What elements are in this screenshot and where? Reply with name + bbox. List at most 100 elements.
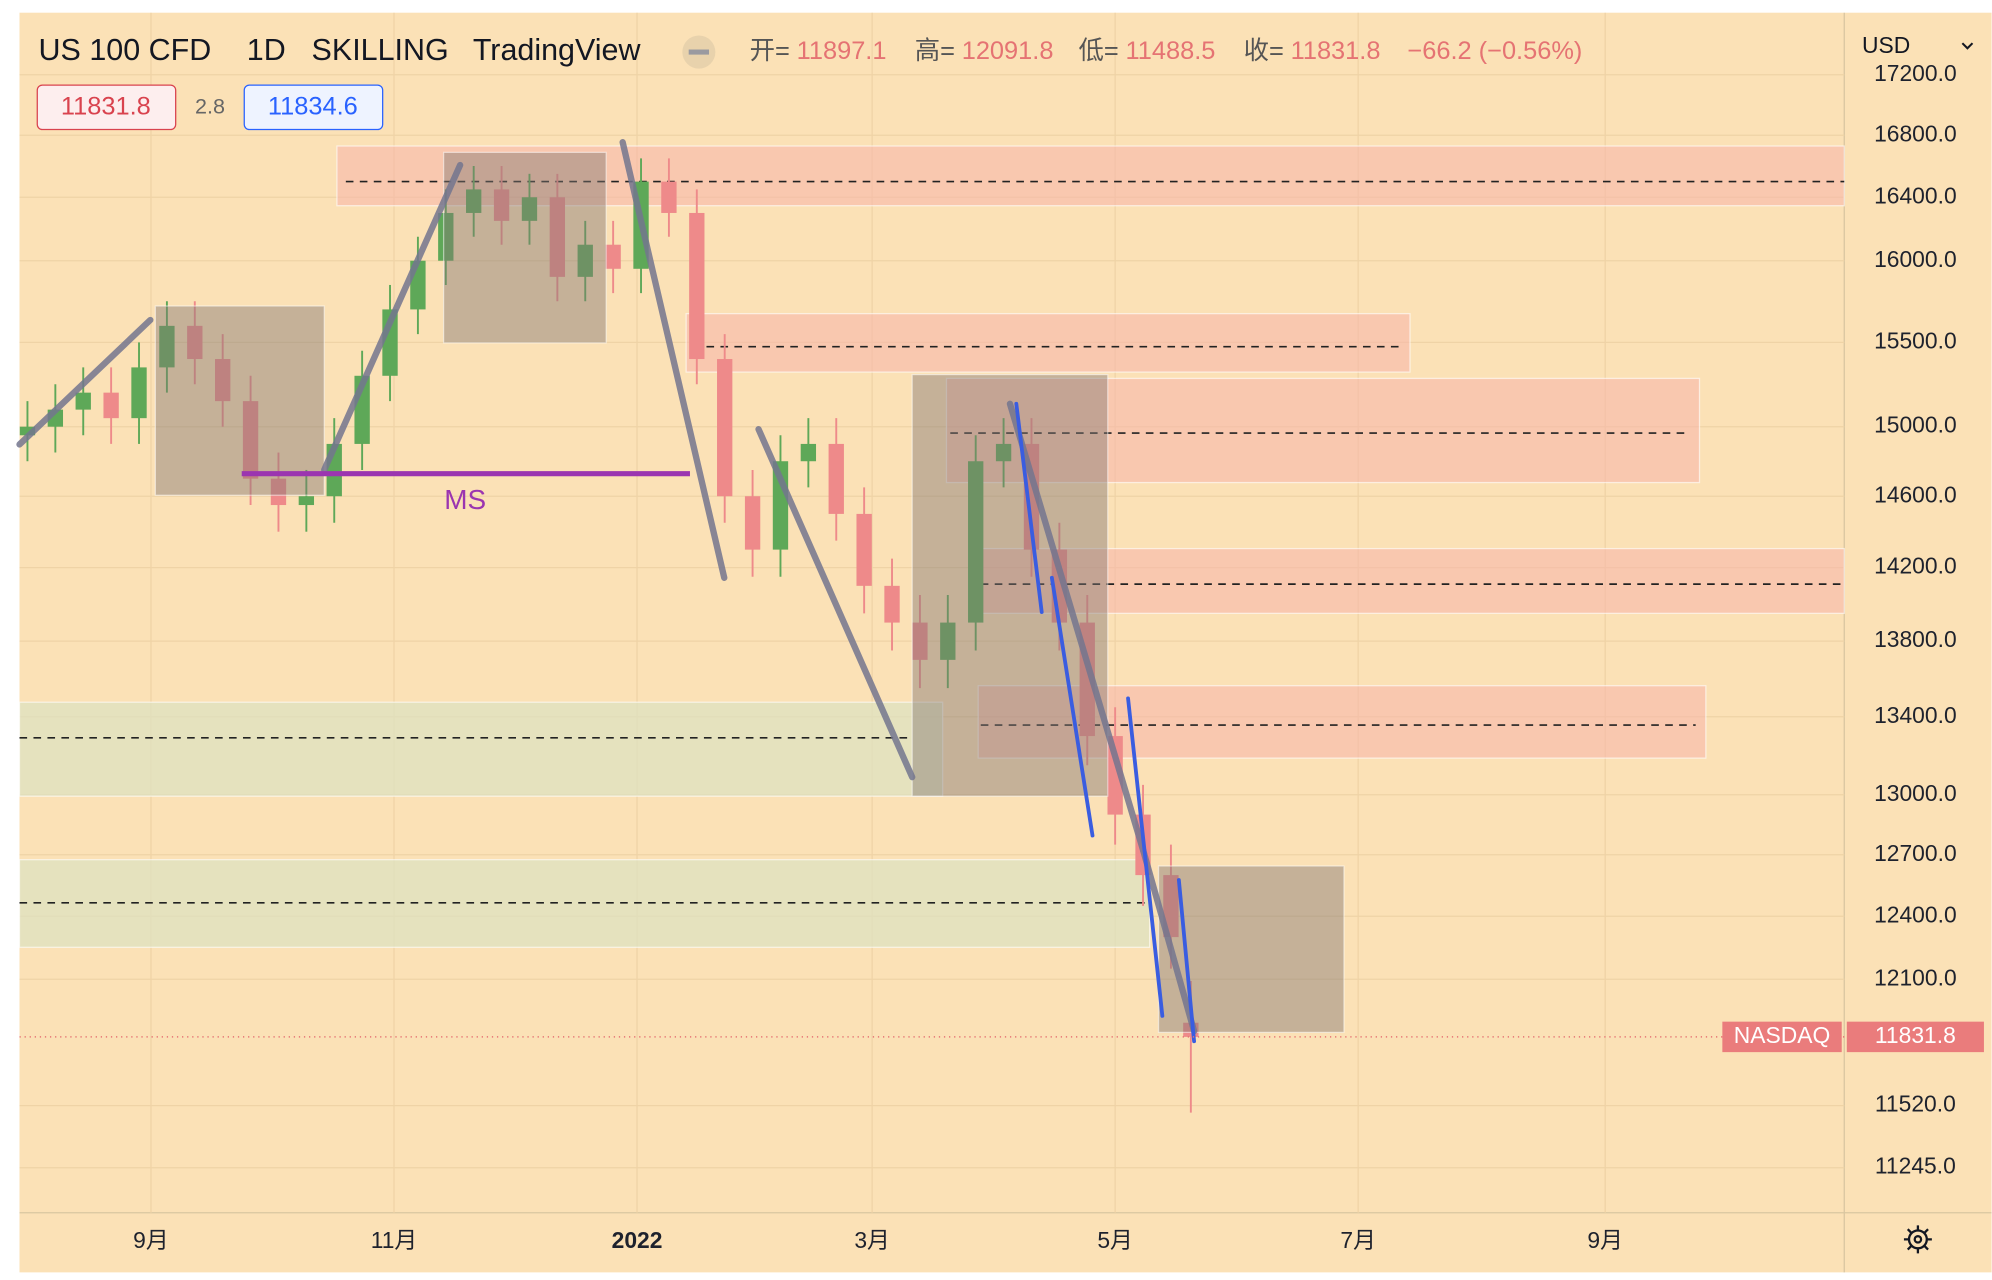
- symbol: US 100 CFD: [39, 33, 212, 67]
- ask-price: 11834.6: [268, 93, 358, 121]
- x-tick-label: 7月: [1340, 1227, 1376, 1253]
- low-value: 11488.5: [1126, 37, 1216, 65]
- y-tick-label: 15500.0: [1874, 327, 1957, 353]
- trend-line: [1006, 400, 1147, 854]
- y-tick-label: 16400.0: [1874, 182, 1957, 208]
- trend-line: [1140, 847, 1198, 1035]
- x-tick-label: 3月: [854, 1227, 890, 1253]
- range-box: [911, 373, 1109, 797]
- supply-zone: [945, 377, 1701, 484]
- range-box: [154, 305, 325, 496]
- y-tick-label: 15000.0: [1874, 412, 1957, 438]
- y-tick-label: 11520.0: [1875, 1091, 1956, 1117]
- change: −66.2 (−0.56%): [1407, 37, 1582, 65]
- demand-zone: [18, 701, 944, 797]
- bid-box[interactable]: [36, 84, 177, 131]
- open-label: 开=: [750, 37, 790, 65]
- candle-body: [493, 189, 510, 221]
- candle-body: [159, 325, 175, 368]
- axes: 17200.0 16800.0 16400.0 16000.0 15500.0 15000…: [19, 60, 1984, 1253]
- candle-body: [75, 392, 91, 410]
- swing-line: [1126, 696, 1165, 1018]
- candle-body: [940, 622, 956, 660]
- candle-body: [689, 212, 705, 360]
- y-tick-label: 12100.0: [1874, 964, 1957, 990]
- candle-body: [215, 359, 231, 402]
- header: US 100 CFD 1D SKILLING TradingView 开= 11…: [36, 32, 1974, 1254]
- candle-body: [1107, 736, 1123, 815]
- candle-body: [270, 478, 287, 506]
- ask-box[interactable]: [243, 84, 384, 131]
- bid-price: 11831.8: [61, 93, 151, 121]
- candle-body: [298, 496, 315, 506]
- swing-line: [1049, 575, 1095, 838]
- candle-body: [912, 622, 928, 660]
- trend-line: [619, 139, 728, 581]
- x-tick-label: 11月: [371, 1227, 418, 1253]
- x-tick-label: 2022: [612, 1227, 663, 1253]
- candle-body: [856, 513, 872, 586]
- drawings: MS: [16, 139, 1345, 1044]
- swing-line: [1176, 878, 1196, 1044]
- candle-body: [800, 443, 817, 462]
- high-label: 高=: [915, 37, 955, 65]
- x-tick-label: 9月: [1587, 1227, 1623, 1253]
- zones: [18, 145, 1845, 948]
- y-tick-label: 12700.0: [1874, 840, 1957, 866]
- y-tick-label: 13400.0: [1874, 702, 1957, 728]
- candle-body: [661, 181, 677, 213]
- interval: 1D: [247, 33, 286, 67]
- close-value: 11831.8: [1291, 37, 1381, 65]
- trend-line: [16, 316, 154, 448]
- candle-body: [577, 244, 593, 277]
- candle-body: [549, 197, 566, 277]
- candle-body: [466, 189, 482, 213]
- spread: 2.8: [195, 94, 225, 119]
- exchange-tag-bg: [1722, 1021, 1842, 1053]
- x-tick-label: 9月: [133, 1227, 169, 1253]
- candle-body: [438, 212, 454, 261]
- y-tick-label: 13800.0: [1874, 626, 1957, 652]
- candle-body: [1163, 875, 1179, 938]
- candle-body: [828, 443, 844, 514]
- trend-line: [321, 161, 464, 474]
- supply-zone: [977, 547, 1845, 614]
- swing-line: [1014, 401, 1044, 614]
- candle-body: [744, 496, 761, 550]
- settings-icon[interactable]: [1903, 1225, 1932, 1254]
- exchange-tag: NASDAQ: [1734, 1022, 1830, 1048]
- range-box: [442, 151, 607, 344]
- y-tick-label: 13000.0: [1874, 780, 1957, 806]
- status-icon: [688, 49, 710, 55]
- trend-line: [755, 426, 916, 781]
- x-tick-label: 5月: [1097, 1227, 1133, 1253]
- y-tick-label: 14200.0: [1874, 553, 1957, 579]
- candle-body: [242, 401, 259, 479]
- open-value: 11897.1: [797, 37, 887, 65]
- y-tick-label: 11245.0: [1875, 1153, 1956, 1179]
- currency-caret: [1961, 42, 1974, 50]
- price-tag: 11831.8: [1875, 1022, 1956, 1048]
- broker: SKILLING: [312, 33, 449, 67]
- y-tick-label: 14600.0: [1874, 481, 1957, 507]
- candle-body: [884, 585, 900, 623]
- candle-body: [605, 244, 621, 269]
- candle-body: [968, 461, 984, 623]
- source: TradingView: [473, 33, 642, 67]
- y-tick-label: 16000.0: [1874, 246, 1957, 272]
- ms-label: MS: [444, 484, 486, 515]
- candle-body: [19, 426, 36, 436]
- supply-zone: [336, 145, 1845, 207]
- high-value: 12091.8: [962, 37, 1054, 65]
- low-label: 低=: [1079, 37, 1119, 65]
- y-tick-label: 17200.0: [1874, 60, 1957, 86]
- candle-body: [187, 325, 203, 360]
- candle-body: [131, 367, 147, 419]
- chart-bg: [19, 12, 1992, 1273]
- currency[interactable]: USD: [1862, 32, 1910, 58]
- candle-body: [103, 392, 119, 419]
- y-tick-label: 16800.0: [1874, 120, 1957, 146]
- price-tag-bg: [1846, 1021, 1984, 1053]
- candle-body: [717, 359, 733, 497]
